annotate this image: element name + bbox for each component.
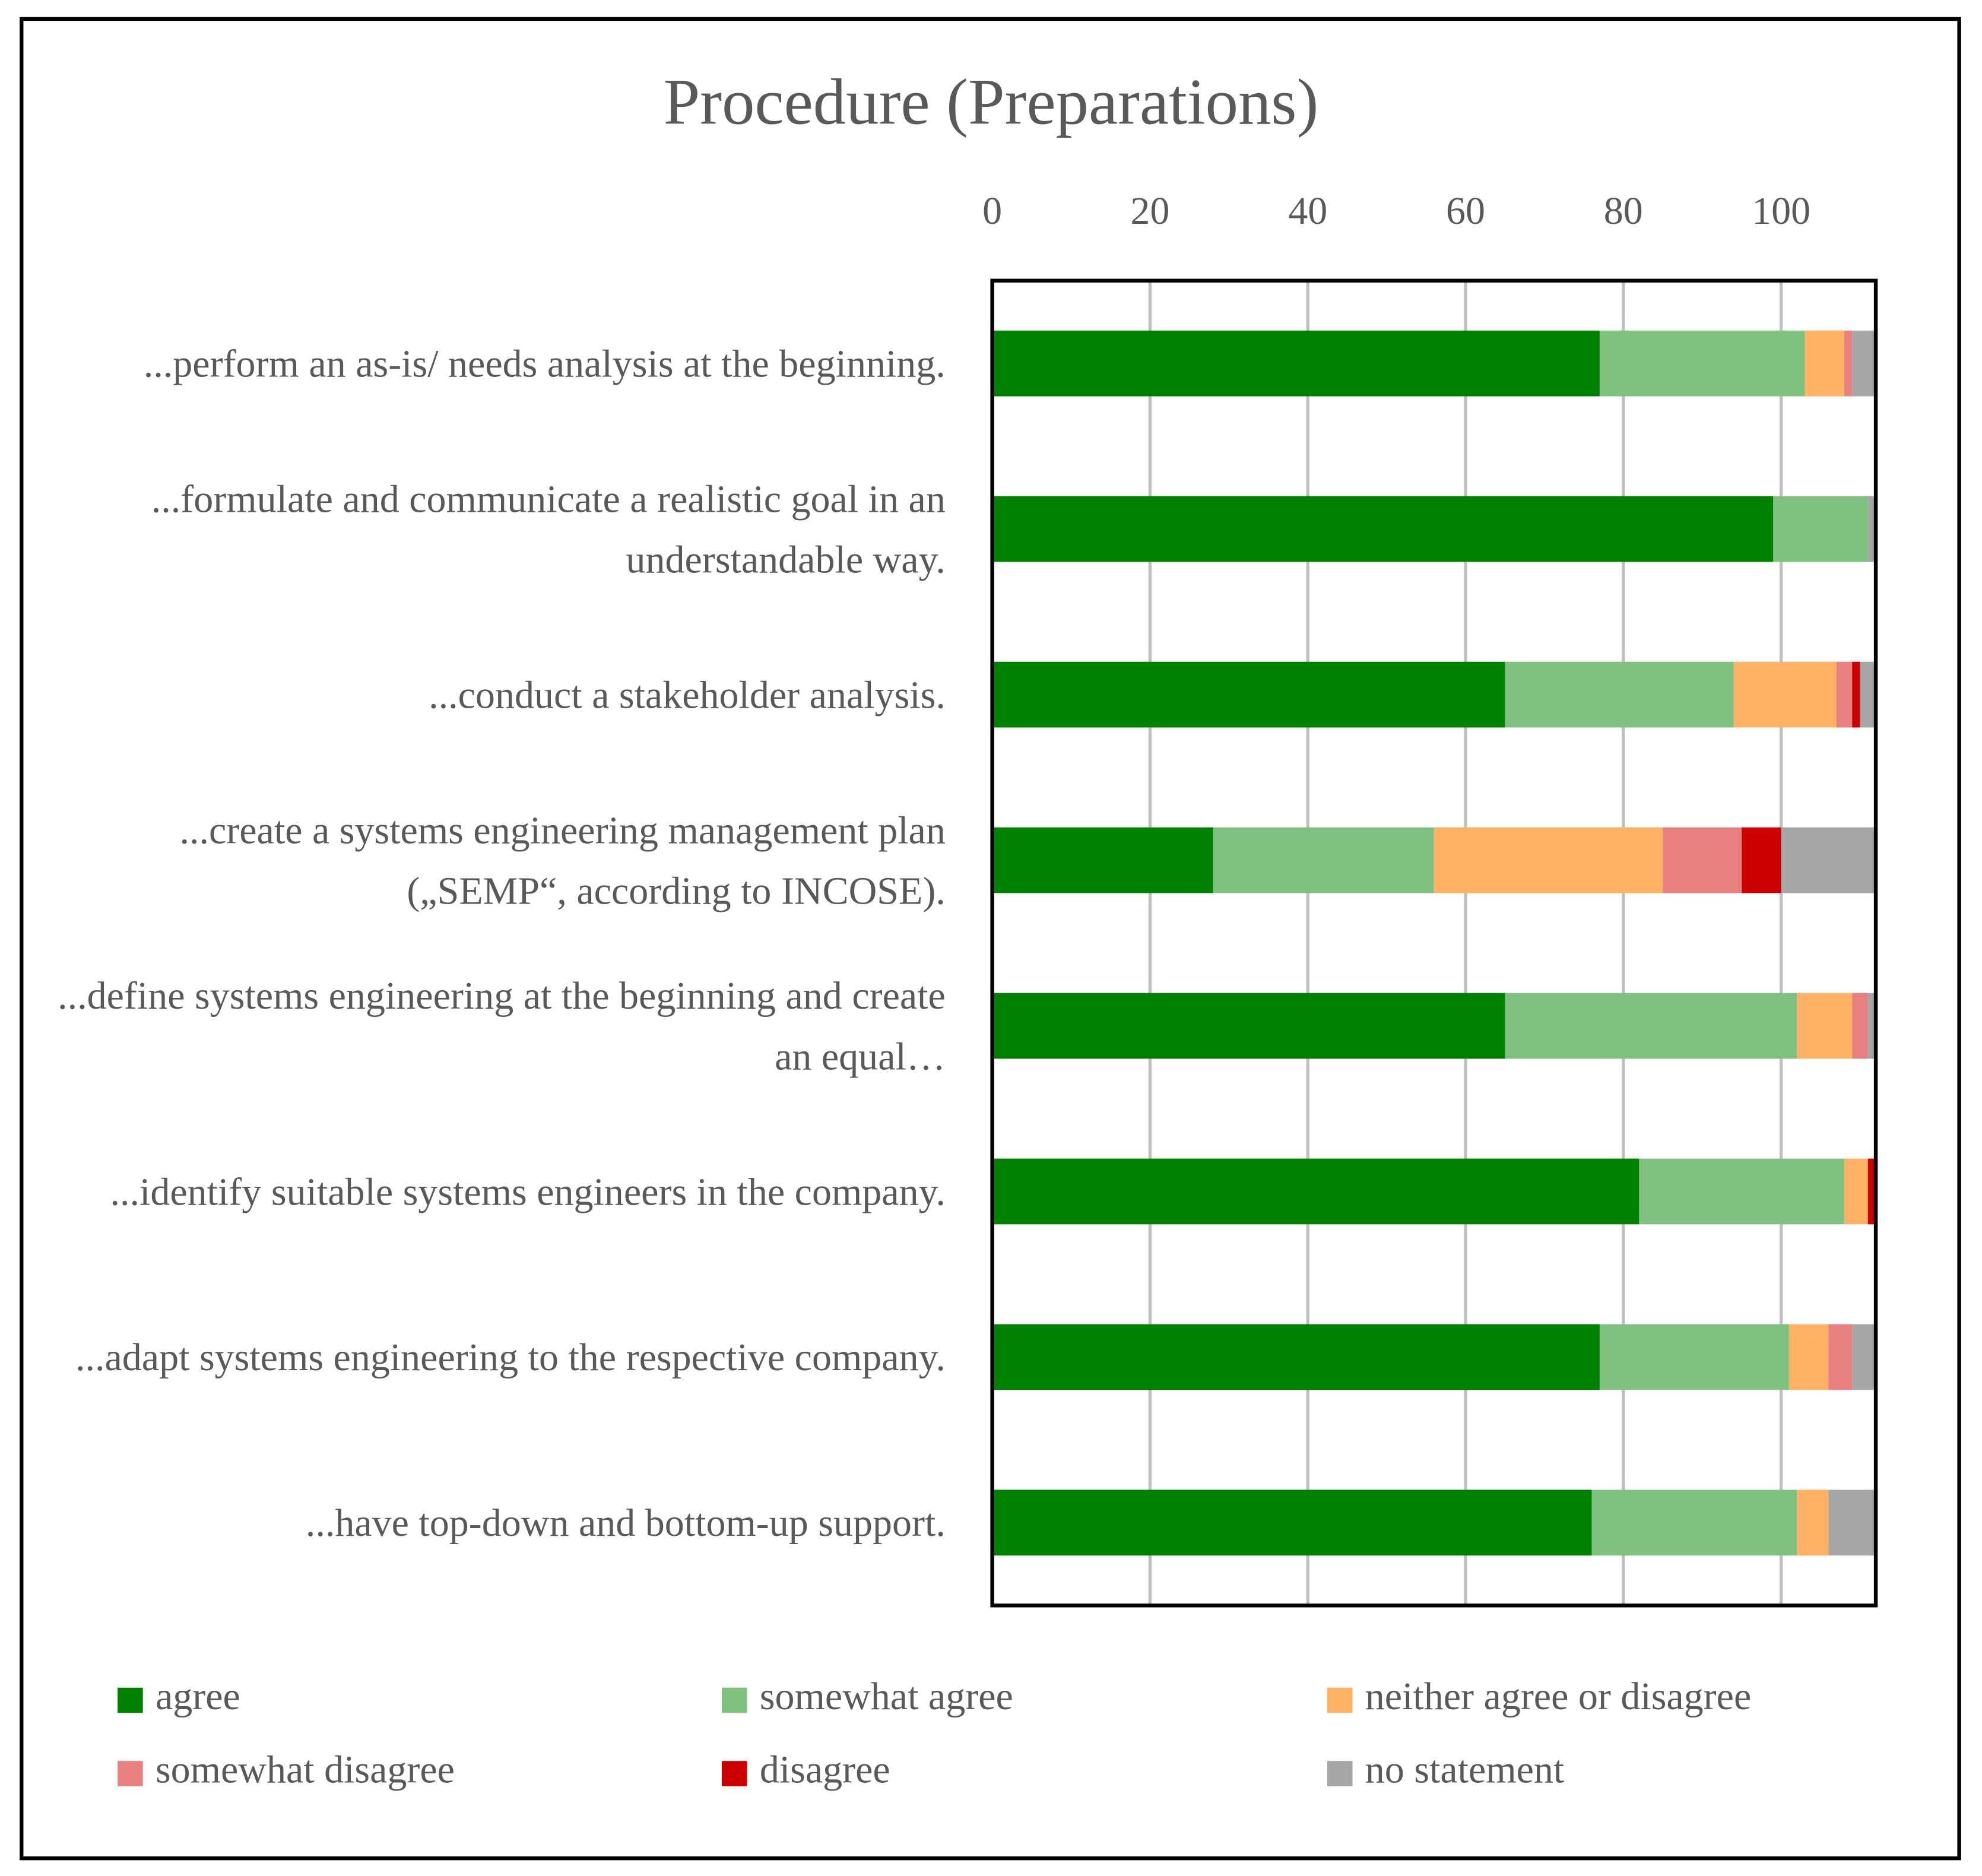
bar-segment (1828, 1324, 1853, 1390)
bar-segment (1591, 1490, 1797, 1556)
x-tick-label: 40 (1288, 189, 1327, 233)
bar-segment (1781, 827, 1876, 893)
bar-segment (1844, 330, 1853, 397)
legend-swatch (118, 1761, 143, 1786)
category-label-text: ...define systems engineering at the beg… (58, 972, 946, 1078)
legend-label: disagree (760, 1748, 890, 1792)
bar-segment (1599, 330, 1805, 397)
chart-title: Procedure (Preparations) (664, 65, 1319, 138)
category-label-text: ...adapt systems engineering to the resp… (75, 1334, 946, 1379)
bar-segment (1505, 993, 1797, 1059)
bar-segment (992, 827, 1213, 893)
bar-segment (992, 1490, 1592, 1556)
category-label-box: ...adapt systems engineering to the resp… (38, 1281, 946, 1433)
bar-segment (1860, 661, 1876, 728)
category-label-box: ...conduct a stakeholder analysis. (38, 619, 946, 771)
x-tick-label: 20 (1130, 189, 1169, 233)
legend-swatch (721, 1687, 747, 1713)
bar-segment (1773, 496, 1868, 562)
category-label: ...perform an as-is/ needs analysis at t… (38, 287, 946, 439)
bar-segment (1639, 1158, 1844, 1225)
category-label: ...identify suitable systems engineers i… (38, 1116, 946, 1267)
legend-swatch (118, 1687, 143, 1713)
bar-segment (992, 661, 1505, 728)
legend-label: somewhat disagree (156, 1748, 455, 1792)
x-tick-label: 60 (1446, 189, 1485, 233)
x-tick-label: 100 (1752, 189, 1810, 233)
bar-segment (992, 1158, 1639, 1225)
category-label: ...adapt systems engineering to the resp… (38, 1281, 946, 1433)
x-tick-label: 0 (982, 189, 1002, 233)
bar-segment (992, 496, 1774, 562)
bar-segment (1867, 993, 1876, 1059)
category-label-text: ...identify suitable systems engineers i… (110, 1168, 946, 1213)
bar-segment (1742, 827, 1781, 893)
bar-segment (1852, 1324, 1876, 1390)
bar-segment (1797, 993, 1853, 1059)
x-tick-label: 80 (1604, 189, 1643, 233)
legend-swatch (1327, 1687, 1353, 1713)
bar-segment (1836, 661, 1853, 728)
legend-label: no statement (1365, 1748, 1564, 1792)
legend-swatch (721, 1761, 747, 1786)
legend-label: somewhat agree (760, 1675, 1013, 1718)
bar-segment (1805, 330, 1844, 397)
bar-segment (1867, 496, 1876, 562)
category-label: ...have top-down and bottom-up support. (38, 1447, 946, 1599)
category-label-box: ...define systems engineering at the beg… (38, 950, 946, 1102)
bar-segment (1797, 1490, 1829, 1556)
bar-segment (992, 993, 1505, 1059)
bar-segment (1828, 1490, 1876, 1556)
bar-segment (1434, 827, 1663, 893)
category-label: ...define systems engineering at the beg… (38, 950, 946, 1102)
category-label-box: ...identify suitable systems engineers i… (38, 1116, 946, 1267)
category-label-text: ...create a systems engineering manageme… (179, 807, 946, 912)
bar-segment (1852, 330, 1876, 397)
bar-segment (1599, 1324, 1789, 1390)
category-label-box: ...formulate and communicate a realistic… (38, 453, 946, 605)
bar-segment (1867, 1158, 1876, 1225)
bar-segment (1788, 1324, 1829, 1390)
legend-swatch (1327, 1761, 1353, 1786)
category-label-box: ...have top-down and bottom-up support. (38, 1447, 946, 1599)
category-label-box: ...perform an as-is/ needs analysis at t… (38, 287, 946, 439)
bar-segment (1844, 1158, 1868, 1225)
category-label-box: ...create a systems engineering manageme… (38, 784, 946, 936)
bar-segment (1663, 827, 1742, 893)
legend-label: neither agree or disagree (1365, 1675, 1751, 1718)
category-label-text: ...conduct a stakeholder analysis. (429, 671, 946, 717)
category-label: ...conduct a stakeholder analysis. (38, 619, 946, 771)
category-label: ...create a systems engineering manageme… (38, 784, 946, 936)
bar-segment (992, 1324, 1600, 1390)
category-label: ...formulate and communicate a realistic… (38, 453, 946, 605)
legend-label: agree (156, 1675, 240, 1718)
bar-segment (1852, 993, 1868, 1059)
bar-segment (992, 330, 1600, 397)
plot-border (990, 278, 1878, 1608)
category-label-text: ...perform an as-is/ needs analysis at t… (143, 340, 946, 385)
category-label-text: ...formulate and communicate a realistic… (151, 476, 946, 581)
bar-segment (1213, 827, 1434, 893)
category-label-text: ...have top-down and bottom-up support. (305, 1500, 946, 1545)
bar-segment (1505, 661, 1734, 728)
bar-segment (1733, 661, 1837, 728)
bar-segment (1852, 661, 1860, 728)
